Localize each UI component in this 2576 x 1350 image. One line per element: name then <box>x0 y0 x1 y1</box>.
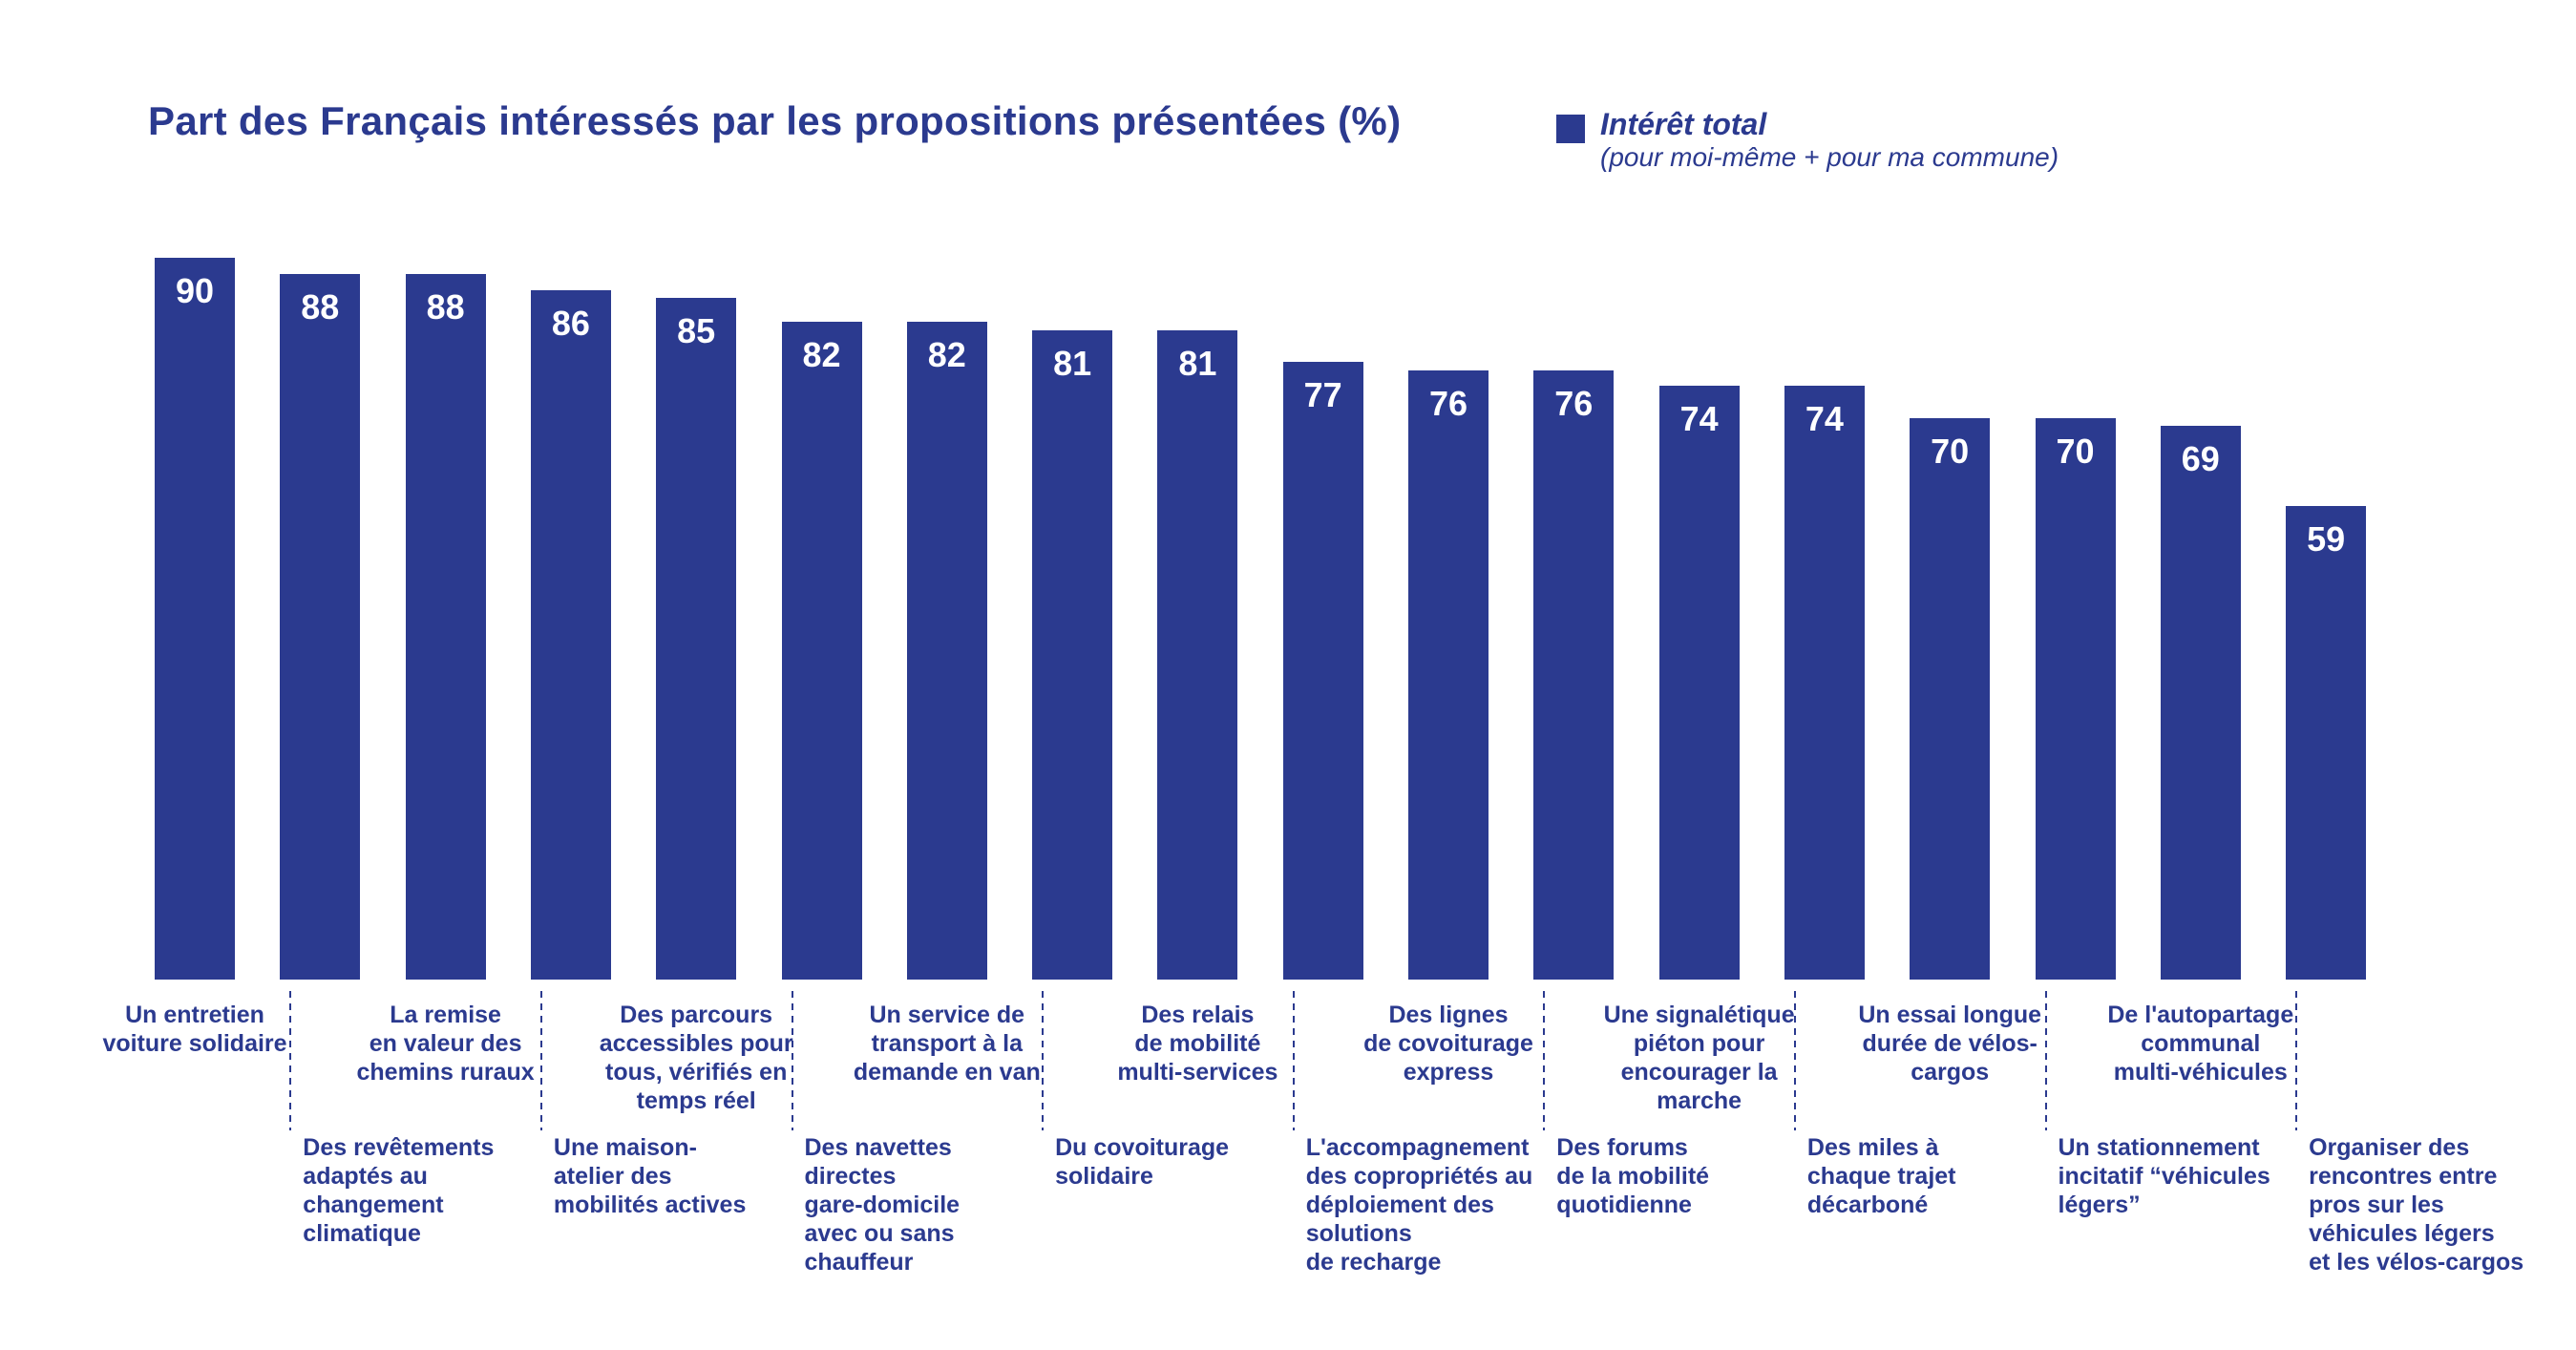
bar-value-label: 90 <box>175 271 215 310</box>
bar: 70 <box>2035 418 2116 980</box>
legend-text: Intérêt total (pour moi-même + pour ma c… <box>1600 107 2059 174</box>
category-label: Des revêtements adaptés au changement cl… <box>303 1134 495 1247</box>
bar-value-label: 88 <box>426 286 465 327</box>
bar: 88 <box>405 273 486 980</box>
bar: 82 <box>906 322 987 980</box>
bar-value-label: 85 <box>677 311 716 350</box>
category-label: Un essai longue durée de vélos- cargos <box>1858 1002 2042 1086</box>
label-separator-dash <box>2295 991 2298 1130</box>
bar: 81 <box>1157 329 1238 980</box>
label-separator-dash <box>1042 991 1045 1130</box>
category-label: Du covoiturage solidaire <box>1055 1134 1230 1190</box>
legend-label: Intérêt total <box>1600 107 1767 141</box>
bar: 69 <box>2160 426 2241 980</box>
bar: 81 <box>1032 329 1113 980</box>
bar: 77 <box>1282 362 1363 980</box>
bar-value-label: 59 <box>2307 519 2346 559</box>
bar-value-label: 82 <box>927 335 966 375</box>
bar: 70 <box>1910 418 1991 980</box>
category-label: Des lignes de covoiturage express <box>1363 1002 1533 1086</box>
bar: 76 <box>1408 369 1489 980</box>
label-separator-dash <box>539 991 542 1130</box>
category-label: Des relais de mobilité multi-services <box>1117 1002 1278 1086</box>
bar-value-label: 88 <box>301 286 340 327</box>
category-label: Organiser des rencontres entre pros sur … <box>2309 1134 2524 1276</box>
category-label: Des forums de la mobilité quotidienne <box>1556 1134 1710 1218</box>
label-separator-dash <box>1543 991 1546 1130</box>
bar: 86 <box>530 289 611 980</box>
legend-sublabel: (pour moi-même + pour ma commune) <box>1600 142 2059 172</box>
bar-value-label: 86 <box>551 303 590 343</box>
category-label: Un entretien voiture solidaire <box>102 1002 287 1057</box>
category-label: Un stationnement incitatif “véhicules lé… <box>2058 1134 2270 1218</box>
bar-value-label: 81 <box>1178 343 1217 383</box>
bar: 59 <box>2286 506 2367 980</box>
category-label: De l'autopartage communal multi-véhicule… <box>2107 1002 2294 1086</box>
bar: 82 <box>781 322 862 980</box>
legend-swatch <box>1556 115 1585 143</box>
category-label: Une maison- atelier des mobilités active… <box>553 1134 747 1218</box>
category-label: Des navettes directes gare-domicile avec… <box>804 1134 961 1276</box>
bar-value-label: 76 <box>1554 383 1594 423</box>
bar: 74 <box>1658 386 1740 980</box>
label-separator-dash <box>289 991 292 1130</box>
label-separator-dash <box>1793 991 1796 1130</box>
bar-value-label: 70 <box>2056 432 2095 471</box>
category-label: Des miles à chaque trajet décarboné <box>1806 1134 1956 1218</box>
bar-value-label: 70 <box>1931 432 1970 471</box>
category-label: L'accompagnement des copropriétés au dép… <box>1305 1134 1533 1276</box>
bar: 88 <box>280 273 361 980</box>
category-label: La remise en valeur des chemins ruraux <box>356 1002 535 1086</box>
page-title: Part des Français intéressés par les pro… <box>148 98 1402 143</box>
bar: 74 <box>1784 386 1865 980</box>
bar-value-label: 74 <box>1679 399 1719 439</box>
bar: 90 <box>155 258 235 980</box>
bar-value-label: 81 <box>1053 343 1092 383</box>
bar-value-label: 74 <box>1805 399 1844 439</box>
bar-value-label: 76 <box>1428 383 1468 423</box>
category-label: Une signalétique piéton pour encourager … <box>1603 1002 1795 1114</box>
label-separator-dash <box>791 991 793 1130</box>
category-label: Un service de transport à la demande en … <box>853 1002 1041 1086</box>
bar-value-label: 77 <box>1303 375 1342 415</box>
label-separator-dash <box>1292 991 1295 1130</box>
bar: 76 <box>1533 369 1615 980</box>
bar-value-label: 69 <box>2181 439 2220 479</box>
category-label: Des parcours accessibles pour tous, véri… <box>599 1002 793 1114</box>
label-separator-dash <box>2044 991 2047 1130</box>
bar-value-label: 82 <box>802 335 841 375</box>
bar: 85 <box>656 298 737 980</box>
legend: Intérêt total (pour moi-même + pour ma c… <box>1556 107 2059 174</box>
